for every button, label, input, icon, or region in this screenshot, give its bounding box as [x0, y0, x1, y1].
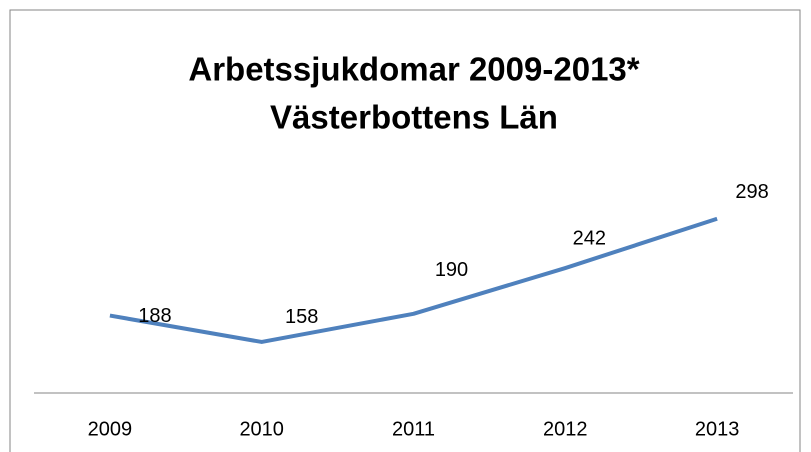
data-line: [109, 216, 718, 344]
data-label: 158: [285, 306, 318, 328]
data-label: 298: [735, 181, 768, 203]
data-label: 190: [435, 259, 468, 281]
chart-title: Västerbottens Län: [270, 99, 558, 136]
x-tick-label: 2011: [392, 418, 435, 440]
x-tick-label: 2009: [88, 418, 133, 440]
x-tick-label: 2012: [543, 418, 588, 440]
data-label: 242: [573, 227, 606, 249]
data-label: 188: [138, 305, 171, 327]
x-tick-label: 2013: [695, 418, 740, 440]
chart-border: [9, 9, 801, 452]
chart-title: Arbetssjukdomar 2009-2013*: [188, 51, 639, 88]
x-tick-label: 2010: [239, 418, 284, 440]
